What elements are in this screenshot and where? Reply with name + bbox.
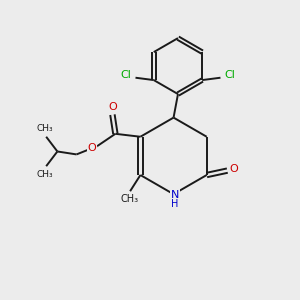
Text: CH₃: CH₃ [120,194,139,205]
Text: O: O [230,164,238,174]
Text: Cl: Cl [224,70,235,80]
Text: O: O [87,143,96,153]
Text: CH₃: CH₃ [36,124,53,133]
Text: O: O [109,102,117,112]
Text: CH₃: CH₃ [36,170,53,179]
Text: Cl: Cl [121,70,131,80]
Text: H: H [171,199,179,208]
Text: N: N [171,190,179,200]
